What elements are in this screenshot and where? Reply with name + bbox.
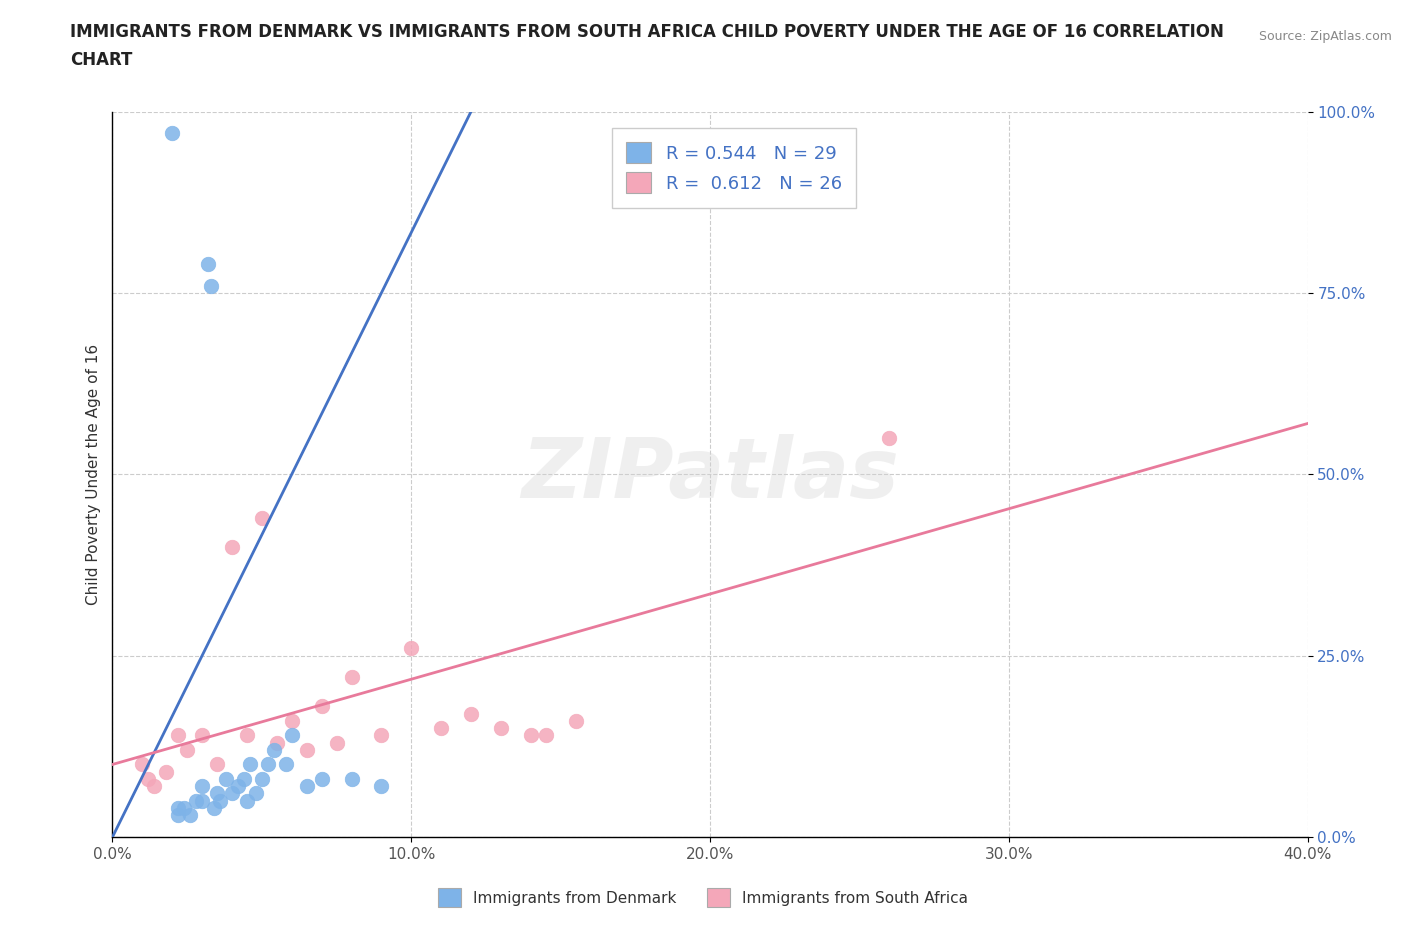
Point	[155, 764, 177, 779]
Point	[520, 728, 543, 743]
Point	[239, 757, 262, 772]
Point	[221, 786, 243, 801]
Point	[295, 742, 318, 757]
Point	[209, 793, 232, 808]
Point	[534, 728, 557, 743]
Point	[221, 539, 243, 554]
Point	[340, 670, 363, 684]
Point	[401, 641, 423, 656]
Point	[162, 126, 183, 140]
Point	[460, 706, 482, 721]
Point	[202, 801, 225, 816]
Point	[236, 728, 259, 743]
Point	[370, 728, 392, 743]
Point	[191, 793, 214, 808]
Point	[215, 772, 238, 787]
Point	[281, 728, 304, 743]
Point	[250, 511, 273, 525]
Point	[250, 772, 273, 787]
Point	[205, 786, 228, 801]
Point	[489, 721, 512, 736]
Point	[200, 278, 222, 293]
Point	[173, 801, 195, 816]
Legend: Immigrants from Denmark, Immigrants from South Africa: Immigrants from Denmark, Immigrants from…	[432, 883, 974, 913]
Text: IMMIGRANTS FROM DENMARK VS IMMIGRANTS FROM SOUTH AFRICA CHILD POVERTY UNDER THE : IMMIGRANTS FROM DENMARK VS IMMIGRANTS FR…	[70, 23, 1225, 41]
Point	[236, 793, 259, 808]
Point	[281, 713, 304, 728]
Text: CHART: CHART	[70, 51, 132, 69]
Point	[233, 772, 256, 787]
Point	[370, 778, 392, 793]
Point	[311, 699, 333, 714]
Point	[340, 772, 363, 787]
Point	[295, 778, 318, 793]
Text: Source: ZipAtlas.com: Source: ZipAtlas.com	[1258, 30, 1392, 43]
Point	[186, 793, 208, 808]
Point	[176, 742, 198, 757]
Point	[226, 778, 249, 793]
Point	[257, 757, 280, 772]
Text: ZIPatlas: ZIPatlas	[522, 433, 898, 515]
Point	[138, 772, 160, 787]
Point	[205, 757, 228, 772]
Point	[197, 257, 219, 272]
Point	[263, 742, 285, 757]
Point	[167, 801, 190, 816]
Point	[131, 757, 153, 772]
Point	[191, 728, 214, 743]
Point	[167, 728, 190, 743]
Point	[274, 757, 297, 772]
Point	[325, 736, 347, 751]
Point	[430, 721, 453, 736]
Point	[879, 431, 901, 445]
Point	[167, 808, 190, 823]
Point	[564, 713, 586, 728]
Point	[311, 772, 333, 787]
Point	[179, 808, 201, 823]
Point	[191, 778, 214, 793]
Y-axis label: Child Poverty Under the Age of 16: Child Poverty Under the Age of 16	[86, 344, 101, 604]
Legend: R = 0.544   N = 29, R =  0.612   N = 26: R = 0.544 N = 29, R = 0.612 N = 26	[612, 128, 856, 207]
Point	[143, 778, 166, 793]
Point	[266, 736, 288, 751]
Point	[245, 786, 267, 801]
